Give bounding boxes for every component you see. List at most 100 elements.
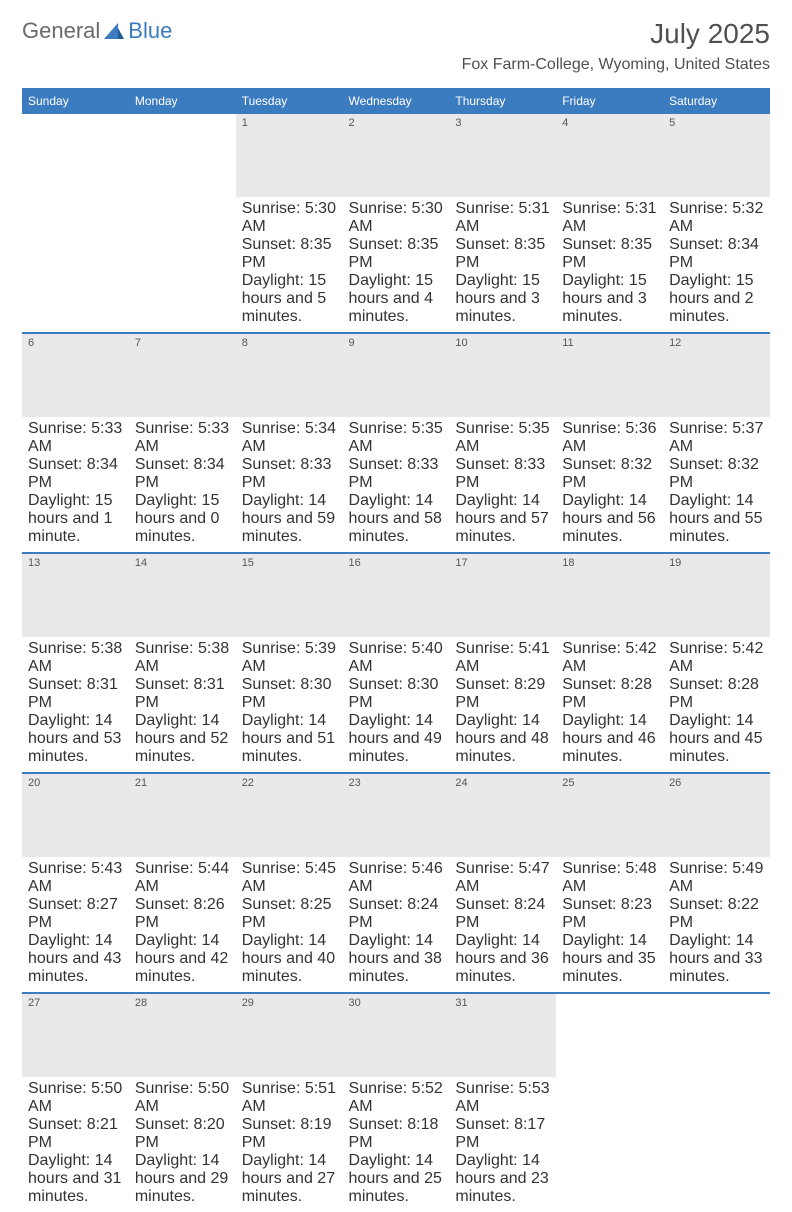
day-number: 28 bbox=[135, 997, 147, 1009]
day-body-cell: Sunrise: 5:45 AMSunset: 8:25 PMDaylight:… bbox=[236, 857, 343, 993]
day-number-cell: 2 bbox=[343, 113, 450, 197]
sunrise-line: Sunrise: 5:50 AM bbox=[28, 1080, 123, 1116]
day-number-cell bbox=[663, 993, 770, 1077]
daylight-line: Daylight: 14 hours and 52 minutes. bbox=[135, 712, 230, 766]
day-body-cell: Sunrise: 5:43 AMSunset: 8:27 PMDaylight:… bbox=[22, 857, 129, 993]
title-block: July 2025 Fox Farm-College, Wyoming, Uni… bbox=[462, 18, 770, 74]
sunset-line: Sunset: 8:35 PM bbox=[242, 236, 337, 272]
sunrise-line: Sunrise: 5:33 AM bbox=[28, 420, 123, 456]
day-body-cell bbox=[22, 197, 129, 333]
daylight-line: Daylight: 14 hours and 23 minutes. bbox=[455, 1152, 550, 1206]
sunset-line: Sunset: 8:26 PM bbox=[135, 896, 230, 932]
sunrise-line: Sunrise: 5:52 AM bbox=[349, 1080, 444, 1116]
sunset-line: Sunset: 8:21 PM bbox=[28, 1116, 123, 1152]
day-body-cell: Sunrise: 5:38 AMSunset: 8:31 PMDaylight:… bbox=[129, 637, 236, 773]
daylight-line: Daylight: 15 hours and 0 minutes. bbox=[135, 492, 230, 546]
daylight-line: Daylight: 14 hours and 46 minutes. bbox=[562, 712, 657, 766]
day-number-cell: 28 bbox=[129, 993, 236, 1077]
day-body-cell: Sunrise: 5:31 AMSunset: 8:35 PMDaylight:… bbox=[449, 197, 556, 333]
weekday-header: Thursday bbox=[449, 89, 556, 113]
day-number: 22 bbox=[242, 777, 254, 789]
day-number: 12 bbox=[669, 337, 681, 349]
sunrise-line: Sunrise: 5:39 AM bbox=[242, 640, 337, 676]
daylight-line: Daylight: 14 hours and 40 minutes. bbox=[242, 932, 337, 986]
day-number-cell: 21 bbox=[129, 773, 236, 857]
daylight-line: Daylight: 15 hours and 4 minutes. bbox=[349, 272, 444, 326]
sunrise-line: Sunrise: 5:46 AM bbox=[349, 860, 444, 896]
day-number: 4 bbox=[562, 117, 568, 129]
week-row: Sunrise: 5:38 AMSunset: 8:31 PMDaylight:… bbox=[22, 637, 770, 773]
day-number-cell: 29 bbox=[236, 993, 343, 1077]
day-number-cell: 13 bbox=[22, 553, 129, 637]
weekday-header: Friday bbox=[556, 89, 663, 113]
day-number-cell: 5 bbox=[663, 113, 770, 197]
day-body-cell: Sunrise: 5:31 AMSunset: 8:35 PMDaylight:… bbox=[556, 197, 663, 333]
sunset-line: Sunset: 8:34 PM bbox=[28, 456, 123, 492]
daylight-line: Daylight: 15 hours and 2 minutes. bbox=[669, 272, 764, 326]
logo-suffix: Blue bbox=[128, 18, 172, 44]
weekday-header: Saturday bbox=[663, 89, 770, 113]
day-body-cell: Sunrise: 5:30 AMSunset: 8:35 PMDaylight:… bbox=[236, 197, 343, 333]
day-number: 17 bbox=[455, 557, 467, 569]
sunset-line: Sunset: 8:27 PM bbox=[28, 896, 123, 932]
sunset-line: Sunset: 8:33 PM bbox=[349, 456, 444, 492]
sunset-line: Sunset: 8:18 PM bbox=[349, 1116, 444, 1152]
sunset-line: Sunset: 8:24 PM bbox=[455, 896, 550, 932]
day-body-cell bbox=[663, 1077, 770, 1212]
day-number-cell: 30 bbox=[343, 993, 450, 1077]
daylight-line: Daylight: 14 hours and 42 minutes. bbox=[135, 932, 230, 986]
day-number: 3 bbox=[455, 117, 461, 129]
sunset-line: Sunset: 8:23 PM bbox=[562, 896, 657, 932]
day-number-cell: 24 bbox=[449, 773, 556, 857]
day-number: 11 bbox=[562, 337, 573, 349]
day-body-cell: Sunrise: 5:38 AMSunset: 8:31 PMDaylight:… bbox=[22, 637, 129, 773]
sunset-line: Sunset: 8:35 PM bbox=[455, 236, 550, 272]
sunrise-line: Sunrise: 5:32 AM bbox=[669, 200, 764, 236]
sunset-line: Sunset: 8:22 PM bbox=[669, 896, 764, 932]
daylight-line: Daylight: 14 hours and 55 minutes. bbox=[669, 492, 764, 546]
day-body-cell: Sunrise: 5:49 AMSunset: 8:22 PMDaylight:… bbox=[663, 857, 770, 993]
weekday-header: Wednesday bbox=[343, 89, 450, 113]
day-body-cell: Sunrise: 5:35 AMSunset: 8:33 PMDaylight:… bbox=[343, 417, 450, 553]
daylight-line: Daylight: 15 hours and 3 minutes. bbox=[455, 272, 550, 326]
day-number-cell: 17 bbox=[449, 553, 556, 637]
day-number-cell bbox=[129, 113, 236, 197]
daynum-row: 6789101112 bbox=[22, 333, 770, 417]
day-number: 6 bbox=[28, 337, 34, 349]
sunrise-line: Sunrise: 5:45 AM bbox=[242, 860, 337, 896]
day-body-cell: Sunrise: 5:53 AMSunset: 8:17 PMDaylight:… bbox=[449, 1077, 556, 1212]
day-body-cell: Sunrise: 5:33 AMSunset: 8:34 PMDaylight:… bbox=[129, 417, 236, 553]
sunrise-line: Sunrise: 5:31 AM bbox=[455, 200, 550, 236]
day-number: 20 bbox=[28, 777, 40, 789]
day-body-cell: Sunrise: 5:36 AMSunset: 8:32 PMDaylight:… bbox=[556, 417, 663, 553]
day-number: 9 bbox=[349, 337, 355, 349]
sunrise-line: Sunrise: 5:34 AM bbox=[242, 420, 337, 456]
day-number: 14 bbox=[135, 557, 147, 569]
daylight-line: Daylight: 14 hours and 25 minutes. bbox=[349, 1152, 444, 1206]
sunrise-line: Sunrise: 5:42 AM bbox=[562, 640, 657, 676]
header: General Blue July 2025 Fox Farm-College,… bbox=[22, 18, 770, 74]
sunrise-line: Sunrise: 5:43 AM bbox=[28, 860, 123, 896]
sunset-line: Sunset: 8:32 PM bbox=[562, 456, 657, 492]
sunset-line: Sunset: 8:29 PM bbox=[455, 676, 550, 712]
sunrise-line: Sunrise: 5:41 AM bbox=[455, 640, 550, 676]
day-number-cell: 26 bbox=[663, 773, 770, 857]
day-number-cell: 23 bbox=[343, 773, 450, 857]
sunrise-line: Sunrise: 5:50 AM bbox=[135, 1080, 230, 1116]
day-number-cell: 15 bbox=[236, 553, 343, 637]
sunset-line: Sunset: 8:17 PM bbox=[455, 1116, 550, 1152]
day-number-cell: 20 bbox=[22, 773, 129, 857]
day-number: 10 bbox=[455, 337, 467, 349]
day-number-cell: 16 bbox=[343, 553, 450, 637]
sunset-line: Sunset: 8:33 PM bbox=[455, 456, 550, 492]
day-body-cell: Sunrise: 5:42 AMSunset: 8:28 PMDaylight:… bbox=[556, 637, 663, 773]
sunset-line: Sunset: 8:35 PM bbox=[349, 236, 444, 272]
sunset-line: Sunset: 8:30 PM bbox=[349, 676, 444, 712]
day-number-cell: 11 bbox=[556, 333, 663, 417]
page-title: July 2025 bbox=[462, 18, 770, 50]
sunrise-line: Sunrise: 5:42 AM bbox=[669, 640, 764, 676]
daylight-line: Daylight: 14 hours and 38 minutes. bbox=[349, 932, 444, 986]
day-body-cell: Sunrise: 5:41 AMSunset: 8:29 PMDaylight:… bbox=[449, 637, 556, 773]
day-number-cell: 22 bbox=[236, 773, 343, 857]
day-body-cell: Sunrise: 5:48 AMSunset: 8:23 PMDaylight:… bbox=[556, 857, 663, 993]
